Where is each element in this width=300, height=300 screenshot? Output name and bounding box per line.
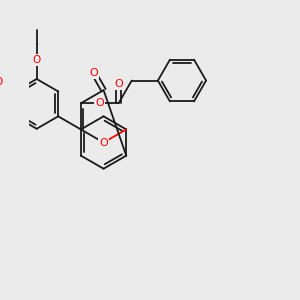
Text: O: O: [89, 68, 98, 78]
Text: O: O: [32, 55, 41, 65]
Text: O: O: [95, 98, 104, 108]
Text: O: O: [0, 77, 3, 87]
Text: O: O: [114, 80, 123, 89]
Text: O: O: [99, 137, 108, 148]
